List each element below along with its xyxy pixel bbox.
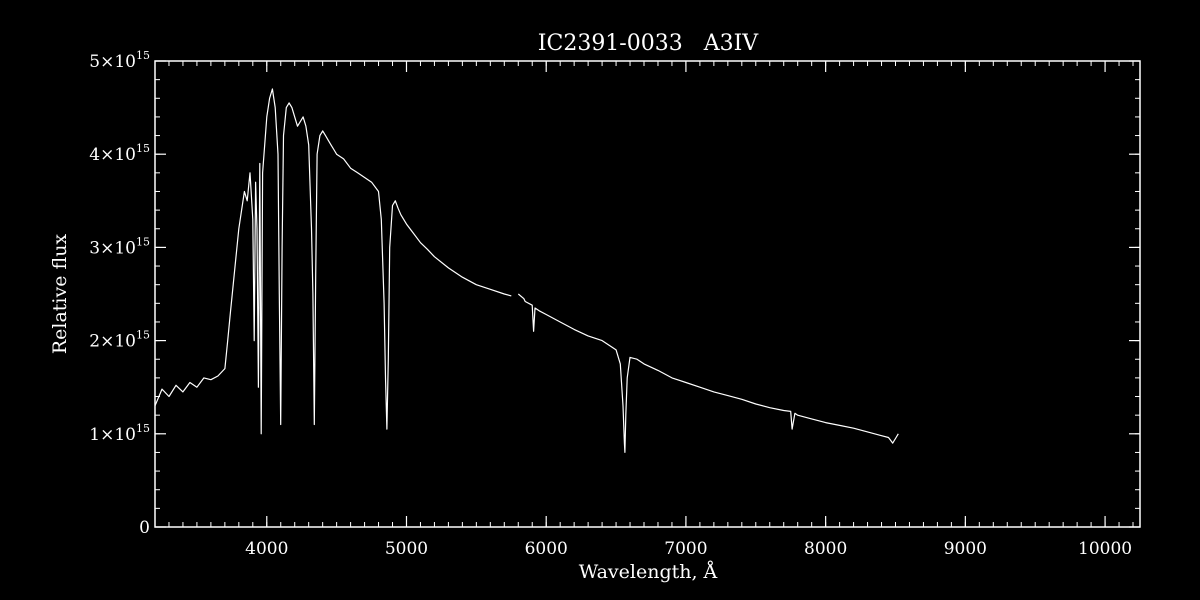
chart-title: IC2391-0033 A3IV (538, 31, 759, 56)
x-tick-label: 8000 (804, 539, 847, 559)
y-tick-label: 3×1015 (89, 235, 150, 258)
x-tick-label: 10000 (1078, 539, 1132, 559)
y-tick-label: 4×1015 (89, 142, 150, 165)
x-tick-label: 9000 (944, 539, 987, 559)
axis-tick-labels: 4000 5000 6000 7000 8000 9000 10000 0 1×1015 2×10… (89, 49, 1132, 559)
x-tick-label: 4000 (245, 539, 288, 559)
y-tick-label: 1×1015 (89, 422, 150, 445)
x-tick-label: 5000 (385, 539, 428, 559)
axis-ticks (154, 60, 1140, 528)
plot-frame (154, 60, 1141, 528)
y-tick-label: 5×1015 (89, 49, 150, 72)
spectrum-line (154, 88, 899, 453)
x-axis-label: Wavelength, Å (579, 561, 718, 583)
y-axis-label: Relative flux (49, 234, 71, 355)
y-tick-label: 2×1015 (89, 329, 150, 352)
x-tick-label: 6000 (525, 539, 568, 559)
series-layer (154, 88, 899, 453)
x-tick-label: 7000 (664, 539, 707, 559)
y-tick-label: 0 (139, 518, 150, 538)
